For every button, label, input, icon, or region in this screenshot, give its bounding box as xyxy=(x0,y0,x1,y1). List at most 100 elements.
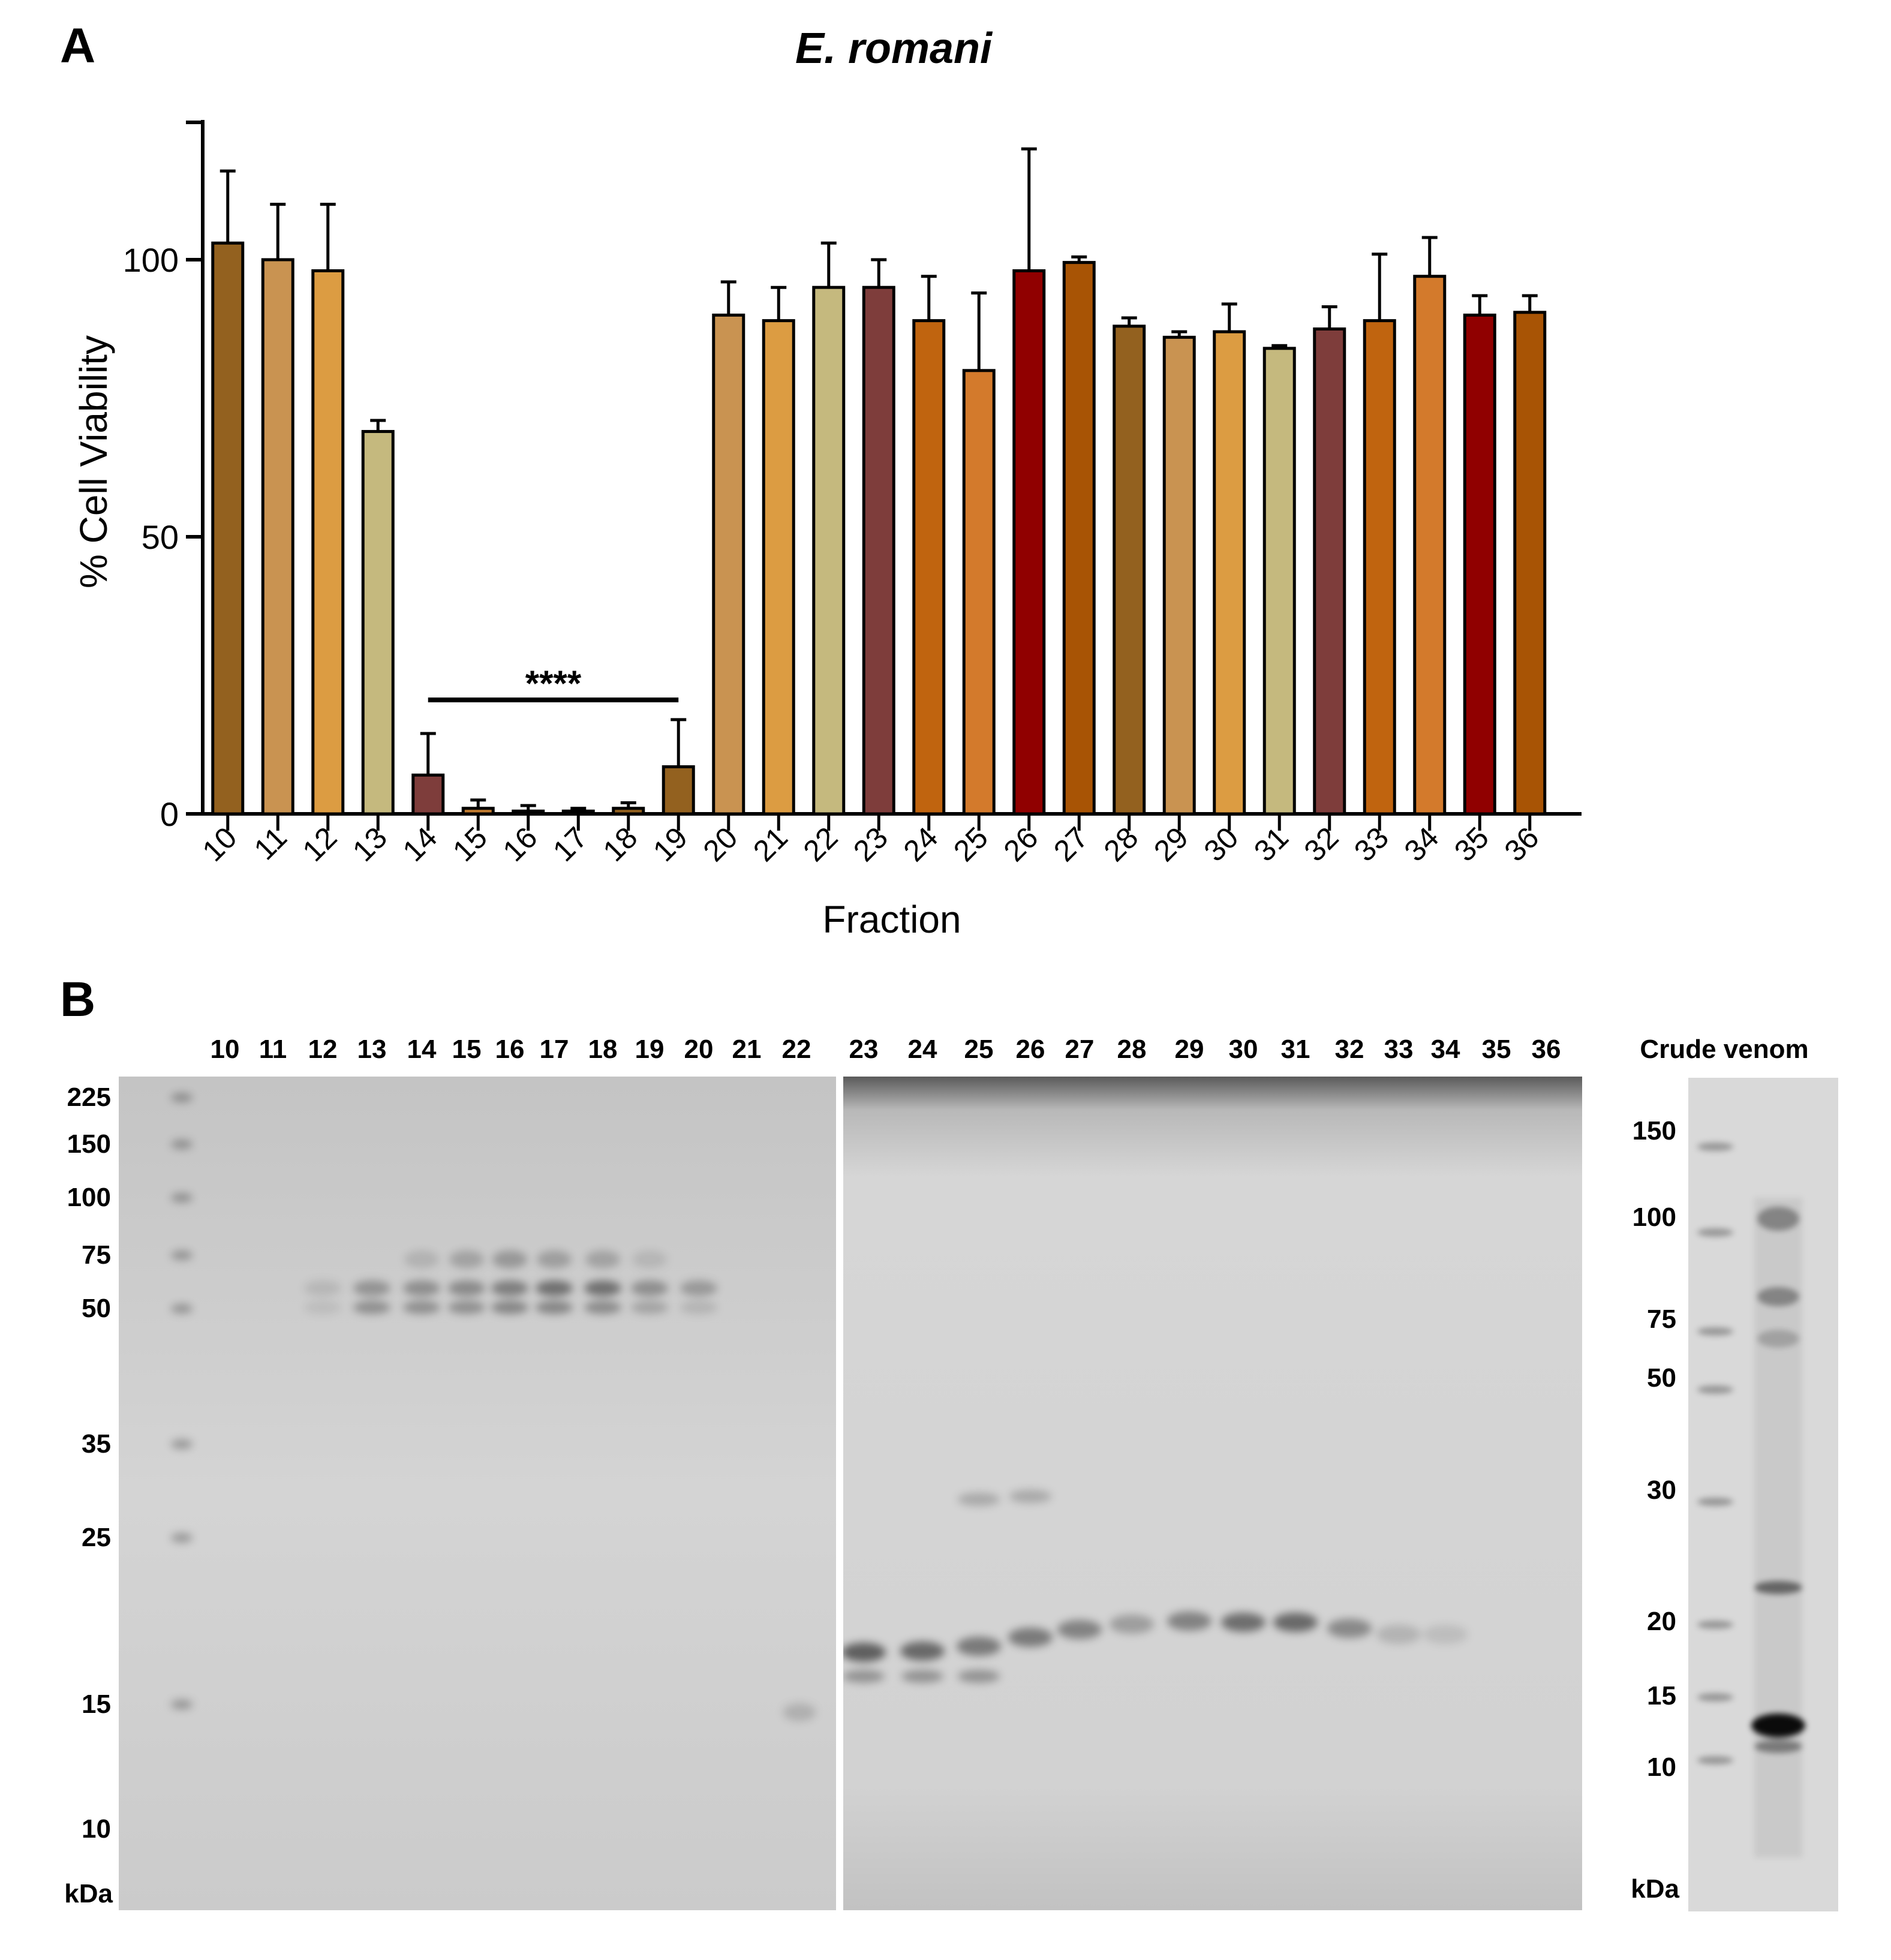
crude-venom-title: Crude venom xyxy=(1640,1035,1809,1064)
marker-label-50: 50 xyxy=(82,1294,111,1323)
gel-band xyxy=(304,1301,341,1314)
x-tick-label: 26 xyxy=(997,820,1045,868)
marker-label-10: 10 xyxy=(1647,1752,1676,1782)
lane-label-10: 10 xyxy=(210,1035,240,1064)
gel-band xyxy=(957,1637,1001,1656)
lane-label-12: 12 xyxy=(308,1035,338,1064)
bar-14 xyxy=(411,773,445,816)
x-tick-label: 25 xyxy=(947,820,994,868)
bar-chart: E. romani % Cell Viability Fraction 0 50 1… xyxy=(72,25,1582,941)
marker-label-10: 10 xyxy=(82,1814,111,1844)
y-tick-label: 0 xyxy=(160,795,179,833)
marker-label-25: 25 xyxy=(82,1523,111,1552)
gel-band xyxy=(353,1280,390,1296)
x-tick-label: 18 xyxy=(597,820,644,868)
x-tick-label: 12 xyxy=(296,820,344,868)
gel-band xyxy=(171,1439,193,1449)
gel-band xyxy=(448,1280,485,1296)
bar-12 xyxy=(311,269,345,816)
lane-label-14: 14 xyxy=(407,1035,437,1064)
bar-13 xyxy=(361,429,395,816)
bar-20 xyxy=(712,313,745,816)
marker-label-30: 30 xyxy=(1647,1475,1676,1505)
marker-label-20: 20 xyxy=(1647,1607,1676,1636)
gel-band xyxy=(171,1193,193,1203)
lane-label-18: 18 xyxy=(588,1035,618,1064)
lane-label-17: 17 xyxy=(539,1035,569,1064)
x-tick-label: 34 xyxy=(1398,820,1445,868)
gel-band xyxy=(491,1280,528,1296)
x-tick-label: 15 xyxy=(446,820,494,868)
gel-band xyxy=(901,1670,943,1683)
gel-band xyxy=(631,1301,668,1314)
x-tick-label: 35 xyxy=(1448,820,1495,868)
lane-label-25: 25 xyxy=(964,1035,994,1064)
gel-band xyxy=(585,1250,620,1268)
gel-band xyxy=(843,1643,886,1662)
lane-label-11: 11 xyxy=(258,1035,287,1064)
gel-band xyxy=(584,1280,621,1296)
x-tick-label: 10 xyxy=(196,820,243,868)
lane-label-26: 26 xyxy=(1015,1035,1045,1064)
lane-label-13: 13 xyxy=(357,1035,387,1064)
x-tick-label: 32 xyxy=(1298,820,1345,868)
gel-unit-label: kDa xyxy=(64,1879,113,1908)
gel-band xyxy=(843,1670,885,1683)
gel-band xyxy=(1009,1490,1051,1503)
x-axis-label: Fraction xyxy=(822,898,961,941)
x-tick-labels: 10 11 12 13 14 15 16 17 18 19 20 21 22 23 24 25 26 27 28 29… xyxy=(196,814,1546,868)
gel-band xyxy=(631,1280,668,1296)
bar-25 xyxy=(962,369,996,816)
gel-band xyxy=(1057,1620,1102,1639)
gel-band xyxy=(536,1280,573,1296)
x-tick-label: 24 xyxy=(897,820,945,868)
lane-label-34: 34 xyxy=(1430,1035,1460,1064)
lane-label-27: 27 xyxy=(1065,1035,1095,1064)
bar-17 xyxy=(561,809,595,816)
gel-band xyxy=(537,1250,572,1268)
y-ticks: 0 50 100 xyxy=(123,121,203,833)
marker-label-100: 100 xyxy=(67,1183,111,1212)
x-tick-label: 11 xyxy=(248,820,293,866)
panel-a-label: A xyxy=(60,19,96,73)
marker-label-75: 75 xyxy=(1647,1304,1676,1334)
lane-label-30: 30 xyxy=(1228,1035,1258,1064)
crude-unit-label: kDa xyxy=(1631,1874,1679,1904)
gel-band xyxy=(171,1304,193,1313)
gel-band xyxy=(958,1670,1000,1683)
gel-band xyxy=(1697,1385,1733,1394)
gel-band xyxy=(783,1703,816,1721)
lane-label-29: 29 xyxy=(1174,1035,1204,1064)
bar-27 xyxy=(1062,261,1096,816)
gel-band xyxy=(584,1301,621,1314)
gel-band xyxy=(1008,1628,1053,1647)
gel-band xyxy=(1697,1756,1733,1764)
y-axis-label: % Cell Viability xyxy=(72,335,115,588)
gel-band xyxy=(1110,1615,1154,1634)
gel-band xyxy=(1167,1612,1211,1631)
gel-band xyxy=(680,1301,717,1314)
lane-label-20: 20 xyxy=(684,1035,714,1064)
gel-band xyxy=(958,1493,1000,1506)
x-tick-label: 20 xyxy=(697,820,744,868)
bar-11 xyxy=(261,258,294,816)
gel-image-right xyxy=(843,1077,1582,1910)
bar-22 xyxy=(812,285,846,816)
gel-band xyxy=(492,1250,527,1268)
gel-band xyxy=(1697,1693,1733,1702)
bar-16 xyxy=(512,809,545,816)
gel-band xyxy=(1697,1327,1733,1336)
significance-annotation: **** xyxy=(428,663,679,704)
significance-stars: **** xyxy=(525,663,582,704)
bar-24 xyxy=(912,319,946,816)
x-tick-label: 22 xyxy=(797,820,844,868)
lane-label-15: 15 xyxy=(452,1035,482,1064)
gel-band xyxy=(680,1280,717,1296)
marker-label-15: 15 xyxy=(82,1690,111,1719)
gel-band xyxy=(171,1093,193,1102)
gel-band xyxy=(536,1301,573,1314)
bar-10 xyxy=(211,241,245,816)
lane-label-33: 33 xyxy=(1384,1035,1414,1064)
gel-band xyxy=(404,1250,439,1268)
x-tick-label: 17 xyxy=(546,820,594,868)
